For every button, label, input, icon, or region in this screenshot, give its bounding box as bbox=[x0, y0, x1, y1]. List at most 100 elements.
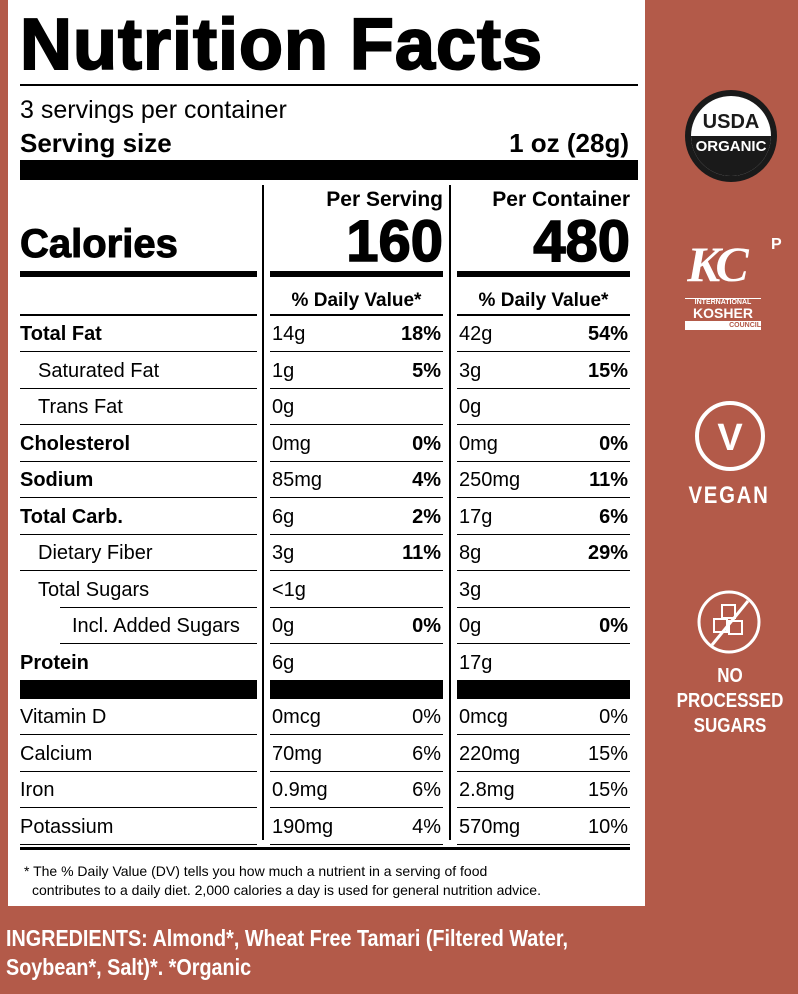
nutrient-row-label: Dietary Fiber bbox=[20, 535, 257, 571]
container-amount: 42g bbox=[459, 323, 493, 345]
nutrient-row-label: Iron bbox=[20, 772, 257, 809]
nutrient-container-cell: 3g bbox=[457, 572, 630, 608]
container-amount: 2.8mg bbox=[459, 779, 515, 802]
container-amount: 0mcg bbox=[459, 706, 508, 728]
nutrient-container-cell: 0mg 0% bbox=[457, 426, 630, 462]
nutrient-row-label: Sodium bbox=[20, 462, 257, 498]
nutrient-name: Dietary Fiber bbox=[38, 542, 153, 564]
nutrient-serving-cell: 190mg 4% bbox=[270, 809, 443, 845]
nutrient-name: Protein bbox=[20, 651, 89, 674]
serving-amount: 0.9mg bbox=[272, 779, 328, 802]
container-daily-value: 0% bbox=[599, 706, 628, 728]
svg-text:ORGANIC: ORGANIC bbox=[696, 138, 767, 155]
nutrient-row-label: Cholesterol bbox=[20, 426, 257, 462]
nutrient-container-cell: 2.8mg 15% bbox=[457, 772, 630, 809]
nutrient-name: Vitamin D bbox=[20, 706, 107, 728]
serving-daily-value: 6% bbox=[412, 742, 441, 765]
footnote: * The % Daily Value (DV) tells you how m… bbox=[24, 862, 541, 900]
calories-label: Calories bbox=[20, 222, 179, 267]
nutrient-row-label: Incl. Added Sugars bbox=[60, 608, 257, 644]
nutrient-container-cell: 0mcg 0% bbox=[457, 699, 630, 735]
container-amount: 220mg bbox=[459, 742, 521, 765]
thick-divider bbox=[457, 680, 630, 699]
serving-amount: 190mg bbox=[272, 815, 334, 838]
footnote-divider bbox=[20, 847, 630, 850]
kosher-text: KOSHER bbox=[693, 305, 753, 321]
container-daily-value: 6% bbox=[599, 505, 628, 528]
serving-amount: 14g bbox=[272, 323, 306, 345]
serving-amount: 6g bbox=[272, 651, 295, 674]
container-amount: 570mg bbox=[459, 815, 521, 838]
no-processed-sugars-label: NO PROCESSED SUGARS bbox=[664, 664, 797, 739]
nutrient-name: Total Sugars bbox=[38, 578, 150, 601]
nutrient-name: Trans Fat bbox=[38, 396, 123, 418]
nutrient-container-cell: 220mg 15% bbox=[457, 736, 630, 772]
serving-daily-value: 4% bbox=[412, 815, 441, 838]
nutrient-container-cell: 570mg 10% bbox=[457, 809, 630, 845]
nutrient-container-cell: 17g bbox=[457, 645, 630, 681]
nutrient-serving-cell: 3g 11% bbox=[270, 535, 443, 571]
serving-daily-value: 0% bbox=[412, 432, 441, 455]
container-amount: 250mg bbox=[459, 469, 521, 491]
serving-daily-value: 5% bbox=[412, 359, 441, 382]
container-amount: 8g bbox=[459, 542, 482, 564]
serving-amount: 0g bbox=[272, 396, 295, 418]
nutrient-serving-cell: 0mcg 0% bbox=[270, 699, 443, 735]
kosher-text: COUNCIL bbox=[685, 321, 761, 330]
serving-size-value: 1 oz (28g) bbox=[509, 128, 629, 158]
container-daily-value: 0% bbox=[599, 432, 628, 455]
nutrient-container-cell: 8g 29% bbox=[457, 535, 630, 571]
nutrient-name: Total Carb. bbox=[20, 505, 123, 528]
container-daily-value: 0% bbox=[599, 615, 628, 637]
serving-daily-value: 0% bbox=[412, 615, 441, 637]
servings-per-container: 3 servings per container bbox=[20, 96, 287, 124]
calories-bar bbox=[270, 271, 443, 277]
serving-amount: 85mg bbox=[272, 469, 323, 491]
serving-daily-value: 2% bbox=[412, 505, 441, 528]
nutrient-row-label: Total Fat bbox=[20, 316, 257, 352]
nutrient-name: Cholesterol bbox=[20, 432, 131, 455]
serving-daily-value: 6% bbox=[412, 779, 441, 802]
footnote-line: contributes to a daily diet. 2,000 calor… bbox=[32, 882, 541, 898]
nutrient-name: Iron bbox=[20, 779, 55, 802]
svg-text:USDA: USDA bbox=[703, 111, 760, 133]
serving-daily-value: 11% bbox=[402, 542, 441, 564]
nutrient-container-cell: 250mg 11% bbox=[457, 462, 630, 498]
nutrient-serving-cell: 0mg 0% bbox=[270, 426, 443, 462]
nutrient-serving-cell: 0g bbox=[270, 389, 443, 425]
container-daily-value: 10% bbox=[587, 815, 628, 838]
serving-amount: 0mg bbox=[272, 432, 311, 455]
nutrient-name: Calcium bbox=[20, 742, 93, 765]
container-daily-value: 15% bbox=[587, 359, 628, 382]
calories-bar bbox=[20, 271, 257, 277]
thick-divider bbox=[270, 680, 443, 699]
nutrient-serving-cell: 70mg 6% bbox=[270, 736, 443, 772]
usda-organic-seal-icon: USDA ORGANIC bbox=[685, 90, 777, 182]
container-daily-value: 15% bbox=[587, 742, 628, 765]
container-amount: 17g bbox=[459, 651, 493, 674]
svg-text:V: V bbox=[717, 417, 743, 459]
ingredients-line: INGREDIENTS: Almond*, Wheat Free Tamari … bbox=[6, 925, 568, 951]
per-serving-dv-header: % Daily Value* bbox=[291, 290, 422, 311]
nutrient-container-cell: 3g 15% bbox=[457, 353, 630, 389]
container-amount: 3g bbox=[459, 578, 482, 601]
container-amount: 3g bbox=[459, 359, 482, 382]
thick-divider bbox=[20, 680, 257, 699]
kosher-pareve-mark: P bbox=[771, 236, 782, 253]
nutrient-row-label: Vitamin D bbox=[20, 699, 257, 735]
badge-line: SUGARS bbox=[693, 715, 767, 737]
nutrient-row-label: Protein bbox=[20, 645, 257, 681]
nutrient-name: Potassium bbox=[20, 815, 114, 838]
nutrient-row-label: Potassium bbox=[20, 809, 257, 845]
nutrient-serving-cell: 6g bbox=[270, 645, 443, 681]
nutrient-serving-cell: <1g bbox=[270, 572, 443, 608]
container-amount: 0mg bbox=[459, 432, 498, 455]
vegan-icon: V bbox=[695, 401, 765, 471]
column-divider bbox=[449, 185, 451, 840]
kosher-text: INTERNATIONAL bbox=[685, 298, 761, 307]
nutrient-container-cell: 17g 6% bbox=[457, 499, 630, 535]
serving-amount: 3g bbox=[272, 542, 295, 564]
nutrient-row-label: Trans Fat bbox=[20, 389, 257, 425]
nutrient-serving-cell: 14g 18% bbox=[270, 316, 443, 352]
container-amount: 0g bbox=[459, 396, 482, 418]
